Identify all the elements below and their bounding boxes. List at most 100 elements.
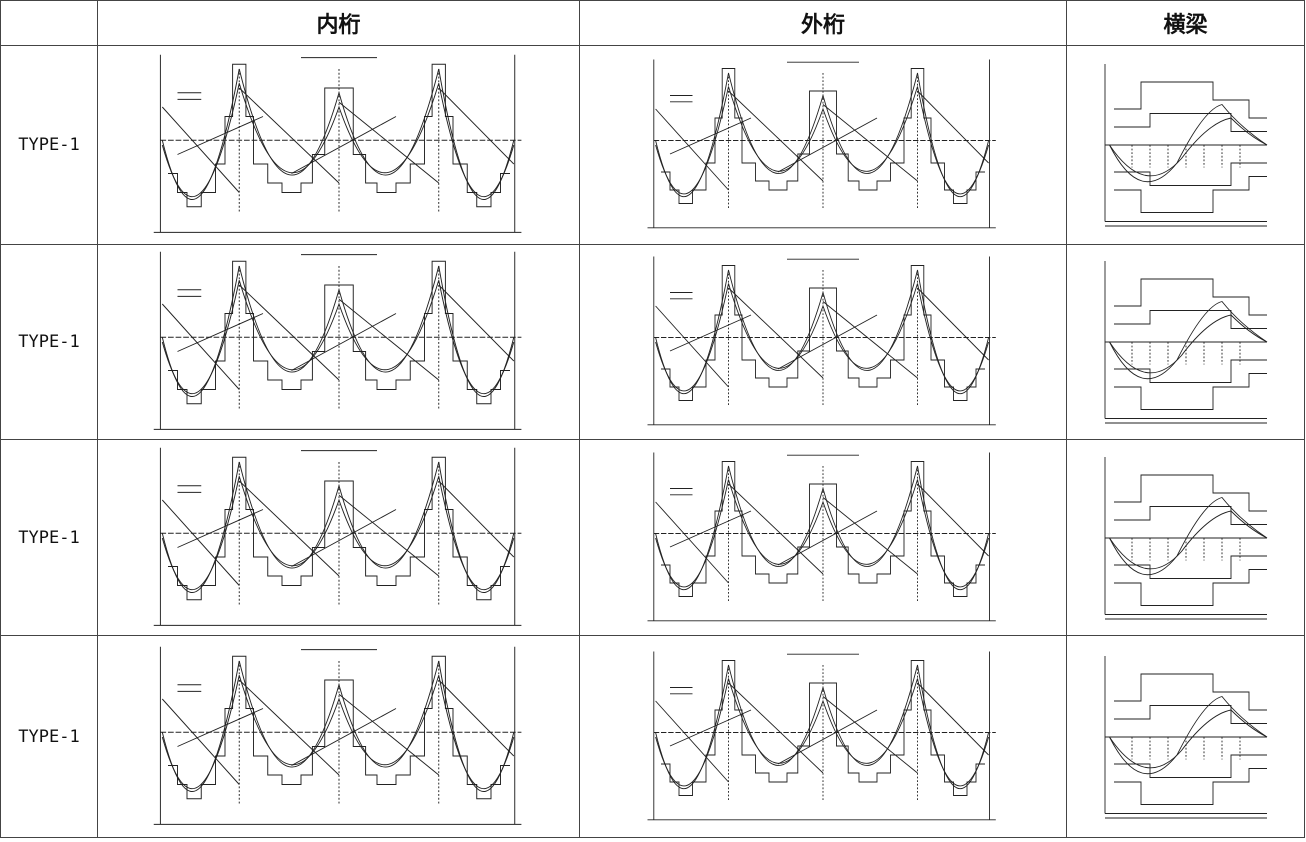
diagram-line: [290, 707, 396, 766]
diagram-line: [1113, 81, 1267, 119]
diagram-line: [1113, 704, 1267, 724]
diagram-line: [1113, 176, 1267, 213]
diagram-line: [777, 117, 878, 173]
diagram-line: [290, 313, 396, 371]
girder-diagram: [647, 651, 996, 820]
diagram-line: [777, 709, 878, 764]
table-row: TYPE-1: [0, 439, 1305, 636]
diagram-line: [1113, 754, 1267, 778]
diagram-line: [238, 679, 339, 775]
diagram-line: [238, 284, 339, 381]
header-row: 内桁 外桁 横梁: [0, 0, 1305, 46]
diagram-line: [1113, 555, 1267, 579]
diagram-line: [822, 301, 918, 379]
diagram-line: [1113, 474, 1267, 511]
diagram-line: [655, 269, 990, 395]
row-label: TYPE-1: [0, 45, 98, 245]
outer-girder-cell: [579, 45, 1067, 245]
diagram-line: [669, 314, 752, 352]
diagram-line: [437, 679, 514, 756]
diagram-line: [437, 284, 514, 362]
crossbeam-cell: [1066, 635, 1305, 838]
diagram-line: [176, 116, 263, 155]
table-row: TYPE-1: [0, 244, 1305, 440]
diagram-line: [777, 314, 878, 370]
diagram-line: [1108, 300, 1267, 380]
diagram-line: [669, 510, 752, 547]
inner-girder-cell: [97, 635, 580, 838]
diagram-line: [1108, 117, 1267, 177]
diagram-line: [655, 501, 729, 583]
diagram-line: [161, 499, 240, 586]
diagram-line: [655, 108, 729, 191]
diagram-line: [822, 695, 918, 773]
diagram-line: [161, 303, 240, 390]
diagram-line: [1113, 278, 1267, 316]
diagram-line: [176, 313, 263, 352]
crossbeam-diagram: [1104, 64, 1267, 227]
diagram-line: [917, 90, 989, 164]
diagram-line: [1113, 359, 1267, 383]
girder-diagram: [153, 54, 521, 233]
outer-girder-cell: [579, 244, 1067, 440]
diagram-line: [176, 707, 263, 747]
diagram-line: [338, 298, 439, 381]
diagram-line: [238, 87, 339, 184]
diagram-line: [1113, 373, 1267, 410]
corner-cell: [0, 0, 98, 46]
crossbeam-cell: [1066, 244, 1305, 440]
diagram-line: [669, 709, 752, 746]
girder-diagram: [647, 452, 996, 621]
inner-girder-cell: [97, 439, 580, 636]
diagram-line: [728, 682, 824, 773]
diagram-line: [728, 90, 824, 182]
diagram-line: [338, 693, 439, 775]
header-cell: 外桁: [579, 0, 1067, 46]
diagram-line: [1113, 767, 1267, 805]
diagram-line: [290, 508, 396, 567]
diagram-line: [917, 287, 989, 361]
outer-girder-cell: [579, 635, 1067, 838]
inner-girder-cell: [97, 244, 580, 440]
diagram-line: [917, 483, 989, 556]
diagram-line: [777, 510, 878, 565]
diagram-line: [1113, 162, 1267, 186]
diagram-line: [728, 287, 824, 379]
row-label: TYPE-1: [0, 439, 98, 636]
diagram-line: [437, 87, 514, 165]
diagram-line: [1113, 113, 1267, 132]
diagram-line: [822, 496, 918, 574]
table-body: TYPE-1 TYPE-1 TYPE-1 TYPE-1: [0, 45, 1305, 838]
crossbeam-diagram: [1104, 261, 1267, 424]
inner-girder-cell: [97, 45, 580, 245]
diagram-line: [1113, 505, 1267, 525]
row-label: TYPE-1: [0, 635, 98, 838]
girder-diagram: [153, 251, 521, 430]
diagram-line: [655, 664, 990, 789]
crossbeam-cell: [1066, 45, 1305, 245]
diagram-line: [728, 483, 824, 574]
diagram-line: [437, 480, 514, 557]
table-row: TYPE-1: [0, 45, 1305, 245]
diagram-line: [1108, 103, 1267, 183]
diagram-line: [161, 698, 240, 785]
girder-diagram: [153, 646, 521, 825]
row-label: TYPE-1: [0, 244, 98, 440]
diagram-line: [1108, 314, 1267, 374]
diagram-line: [176, 508, 263, 548]
header-cell: 内桁: [97, 0, 580, 46]
diagram-line: [655, 72, 990, 198]
diagram-line: [290, 116, 396, 174]
diagram-line: [655, 305, 729, 388]
diagram-line: [1108, 709, 1267, 768]
diagram-line: [161, 106, 240, 193]
diagram-line: [917, 682, 989, 755]
diagram-line: [1108, 695, 1267, 774]
diagram-line: [1113, 310, 1267, 329]
diagram-line: [1113, 673, 1267, 710]
girder-diagram: [647, 256, 996, 426]
girder-diagram: [153, 447, 521, 626]
diagram-line: [1108, 510, 1267, 569]
crossbeam-diagram: [1104, 655, 1267, 818]
